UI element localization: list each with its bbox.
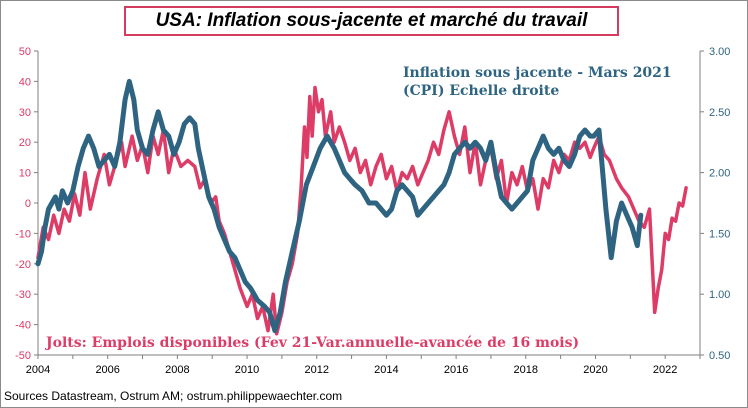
y-left-tick-label: 0 — [25, 198, 31, 210]
y-right-tick-label: 2.50 — [709, 107, 730, 119]
x-tick-label: 2006 — [95, 364, 119, 376]
source-note: Sources Datastream, Ostrum AM; ostrum.ph… — [4, 389, 343, 403]
title-box: USA: Inflation sous-jacente et marché du… — [124, 6, 619, 36]
annotation-cpi-line1: Inflation sous jacente - Mars 2021 — [403, 65, 672, 81]
x-tick-label: 2018 — [514, 364, 538, 376]
y-left-tick-label: -10 — [15, 228, 31, 240]
annotation-jolts: Jolts: Emplois disponibles (Fev 21-Var.a… — [44, 335, 579, 351]
y-right-tick-label: 2.00 — [709, 168, 730, 180]
x-tick-label: 2004 — [26, 364, 50, 376]
y-left-tick-label: -40 — [15, 320, 31, 332]
y-right-tick-label: 0.50 — [709, 350, 730, 362]
y-left-tick-label: -50 — [15, 350, 31, 362]
annotation-cpi-line2: (CPI) Echelle droite — [403, 83, 559, 99]
y-left-tick-label: 30 — [19, 107, 31, 119]
series-cpi-line-inner — [37, 80, 642, 332]
y-left-tick-label: -20 — [15, 259, 31, 271]
y-left-tick-label: -30 — [15, 289, 31, 301]
chart-title: USA: Inflation sous-jacente et marché du… — [155, 10, 588, 31]
y-right-tick-label: 1.50 — [709, 228, 730, 240]
y-left-tick-label: 20 — [19, 137, 31, 149]
x-tick-label: 2022 — [653, 364, 677, 376]
x-tick-label: 2014 — [374, 364, 398, 376]
x-tick-label: 2016 — [444, 364, 468, 376]
x-tick-label: 2008 — [165, 364, 189, 376]
y-right-tick-label: 3.00 — [709, 46, 730, 58]
axes: 50403020100-10-20-30-40-503.002.502.001.… — [15, 46, 730, 376]
series-layer — [35, 78, 688, 336]
y-left-tick-label: 10 — [19, 168, 31, 180]
series-jolts-line — [36, 85, 688, 336]
y-right-tick-label: 1.00 — [709, 289, 730, 301]
y-left-tick-label: 40 — [19, 76, 31, 88]
y-left-tick-label: 50 — [19, 46, 31, 58]
x-tick-label: 2010 — [235, 364, 259, 376]
series-cpi-line — [35, 78, 644, 334]
x-tick-label: 2012 — [304, 364, 328, 376]
x-tick-label: 2020 — [583, 364, 607, 376]
